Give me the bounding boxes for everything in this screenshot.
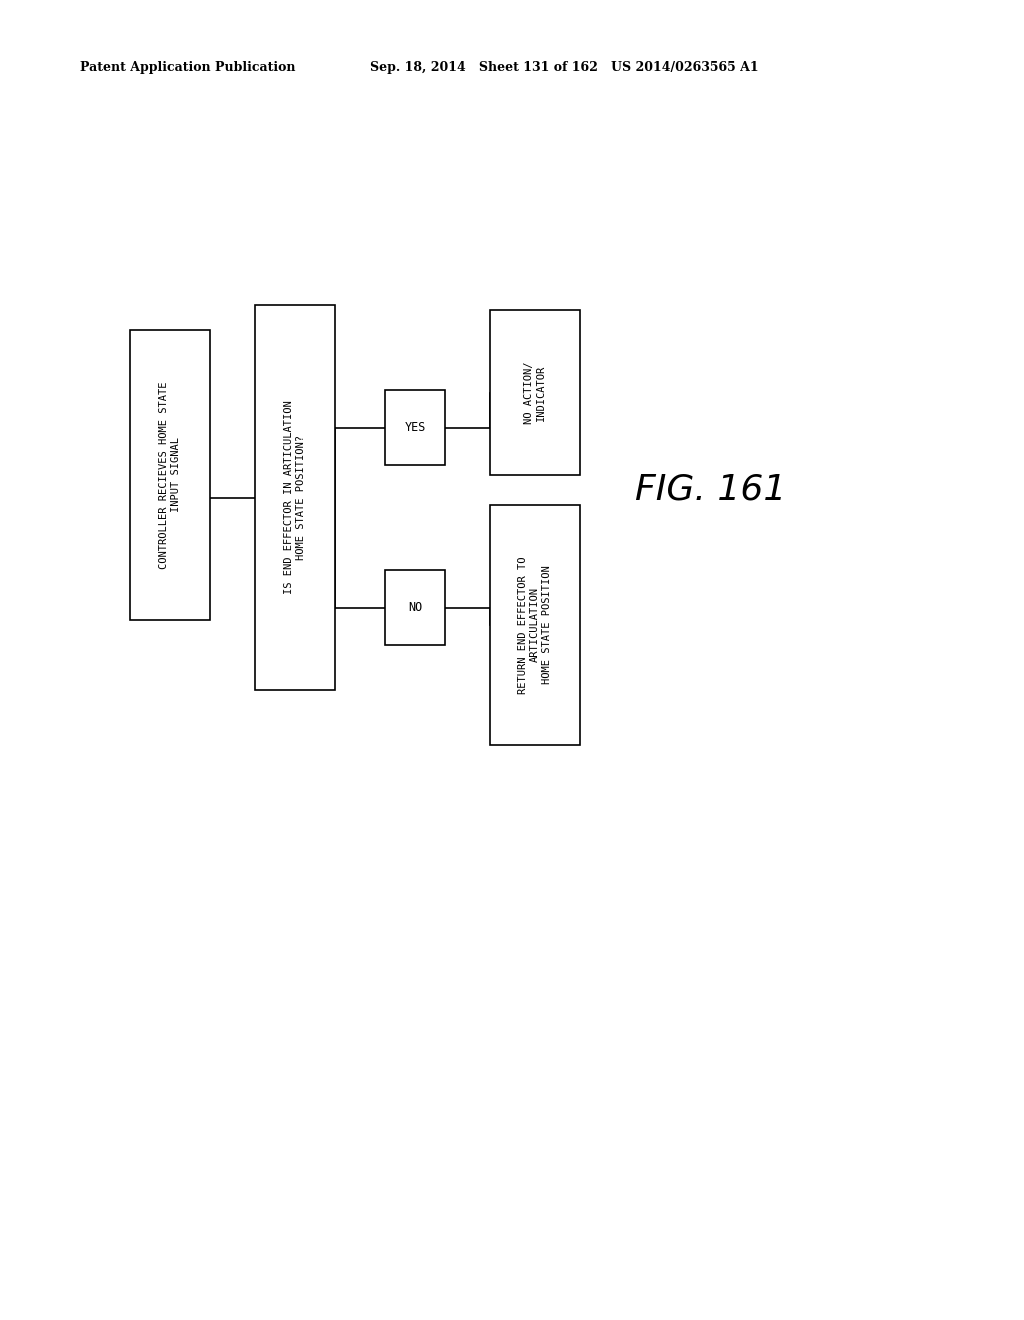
Text: NO ACTION/
INDICATOR: NO ACTION/ INDICATOR xyxy=(524,362,546,424)
Text: RETURN END EFFECTOR TO
ARTICULATION
HOME STATE POSITION: RETURN END EFFECTOR TO ARTICULATION HOME… xyxy=(518,556,552,694)
Text: CONTROLLER RECIEVES HOME STATE
INPUT SIGNAL: CONTROLLER RECIEVES HOME STATE INPUT SIG… xyxy=(159,381,181,569)
Bar xyxy=(130,330,210,620)
Text: Patent Application Publication: Patent Application Publication xyxy=(80,62,296,74)
Text: YES: YES xyxy=(404,421,426,434)
Bar xyxy=(385,389,445,465)
Bar xyxy=(490,310,580,475)
Bar xyxy=(255,305,335,690)
Bar xyxy=(385,570,445,645)
Text: Sep. 18, 2014   Sheet 131 of 162   US 2014/0263565 A1: Sep. 18, 2014 Sheet 131 of 162 US 2014/0… xyxy=(370,62,759,74)
Text: FIG. 161: FIG. 161 xyxy=(635,473,786,507)
Bar xyxy=(490,506,580,744)
Text: NO: NO xyxy=(408,601,422,614)
Text: IS END EFFECTOR IN ARTICULATION
HOME STATE POSITION?: IS END EFFECTOR IN ARTICULATION HOME STA… xyxy=(285,401,306,594)
